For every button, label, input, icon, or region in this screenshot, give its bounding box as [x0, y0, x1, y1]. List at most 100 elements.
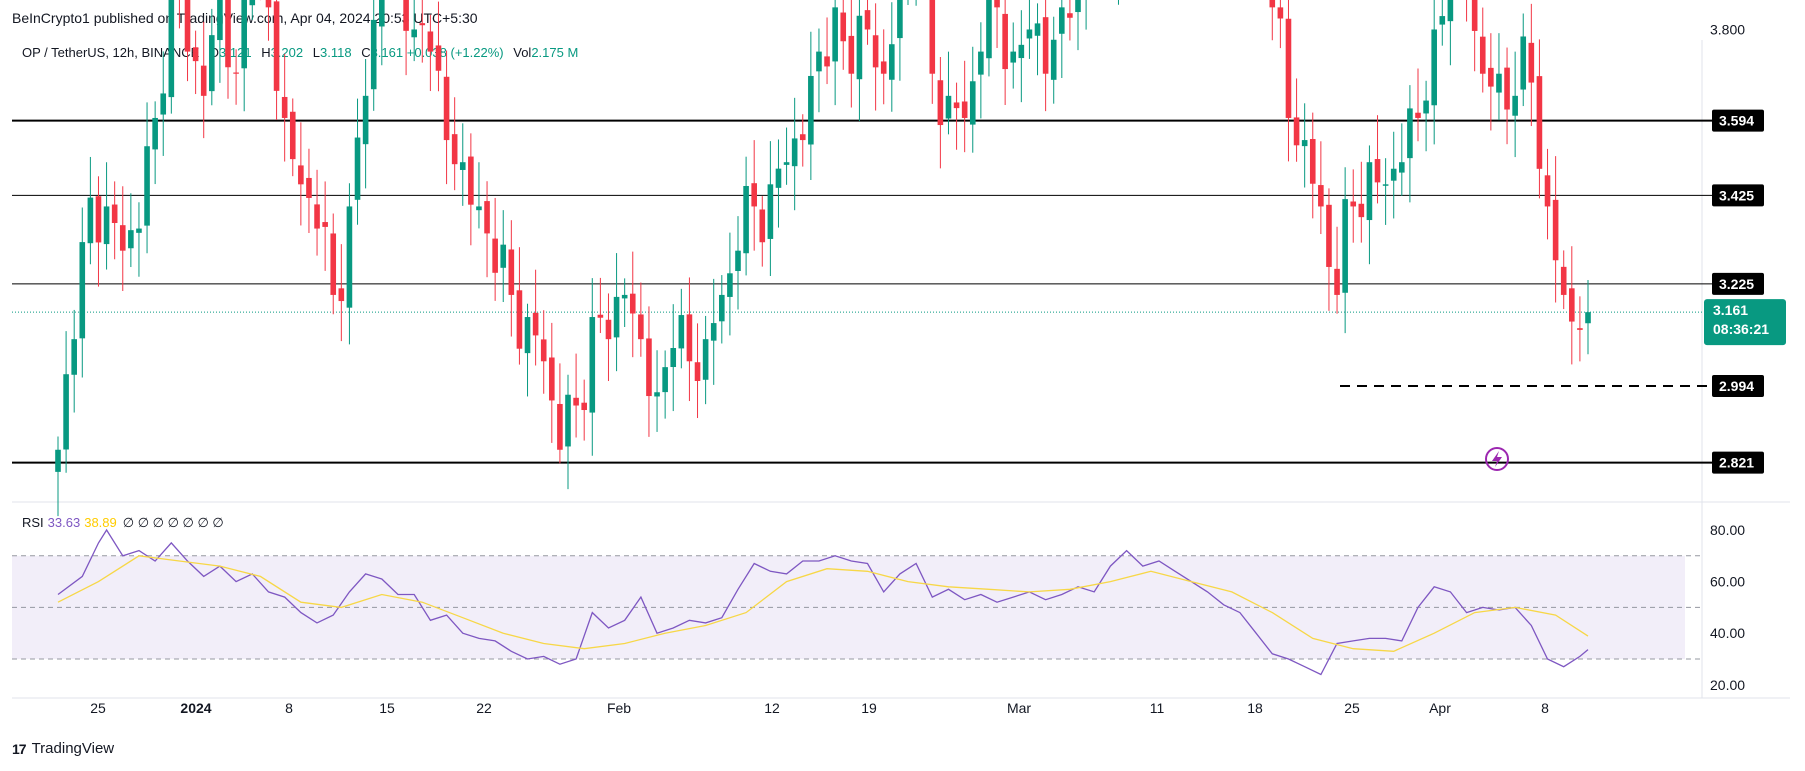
tradingview-brand: TradingView	[31, 740, 115, 757]
candle-body	[856, 15, 863, 80]
candle-body	[880, 61, 887, 74]
low-label: L	[312, 45, 320, 60]
candle-body	[1528, 42, 1535, 83]
level-price-label: 3.425	[1719, 187, 1754, 203]
date-tick-label: 8	[285, 700, 293, 716]
candle-body	[1382, 184, 1389, 186]
candle-body	[994, 0, 1000, 8]
date-tick-label: 22	[476, 700, 492, 716]
candle-body	[743, 185, 749, 254]
candle-body	[864, 10, 871, 30]
candle-body	[662, 367, 668, 393]
candle-body	[524, 317, 531, 354]
candle-body	[1399, 162, 1405, 173]
candle-body	[629, 293, 636, 314]
current-price-label: 3.161	[1713, 302, 1748, 318]
candle-body	[1479, 36, 1486, 74]
level-price-tag	[1712, 451, 1764, 474]
tradingview-footer: 17 TradingView	[12, 740, 114, 757]
level-price-tag	[1712, 375, 1764, 398]
volume-label: Vol	[513, 45, 532, 60]
candle-body	[613, 296, 620, 338]
candle-body	[1293, 117, 1300, 146]
bolt-icon-ring	[1485, 447, 1509, 471]
candle-body	[719, 294, 725, 322]
rsi-label[interactable]: RSI	[22, 515, 44, 530]
candle-body	[565, 394, 571, 447]
candle-body	[71, 339, 77, 375]
date-tick-label: 8	[1541, 700, 1549, 716]
date-tick-label: Apr	[1429, 700, 1451, 716]
level-price-tag	[1712, 272, 1764, 295]
candle-body	[597, 314, 604, 318]
current-price-tag	[1704, 299, 1786, 346]
candle-body	[929, 0, 936, 74]
candle-body	[338, 288, 345, 302]
candle-body	[1342, 199, 1348, 293]
high-label: H	[261, 45, 271, 60]
candle-body	[298, 165, 304, 185]
candle-body	[1034, 23, 1041, 36]
candle-body	[832, 7, 838, 62]
rsi-tick-label: 60.00	[1710, 574, 1745, 590]
symbol-label[interactable]: OP / TetherUS, 12h, BINANCE	[22, 45, 200, 60]
candle-body	[362, 95, 369, 145]
candle-body	[241, 0, 247, 69]
candle-body	[621, 294, 628, 299]
level-price-tag	[1712, 184, 1764, 207]
candle-body	[1577, 328, 1583, 330]
date-tick-label: 25	[90, 700, 106, 716]
candle-body	[848, 35, 855, 74]
candle-body	[346, 206, 353, 308]
candle-body	[702, 339, 709, 380]
candle-body	[654, 392, 660, 397]
candle-body	[945, 95, 952, 119]
candle-body	[986, 0, 992, 59]
candle-body	[1520, 36, 1527, 90]
candle-body	[209, 35, 215, 92]
candle-body	[557, 403, 563, 450]
candle-body	[646, 338, 652, 397]
candle-body	[1350, 201, 1357, 207]
candle-body	[1569, 288, 1575, 322]
grid-layer	[12, 40, 1790, 699]
candle-body	[1431, 29, 1437, 106]
candle-body	[686, 314, 693, 362]
candle-body	[379, 0, 385, 27]
tradingview-logo-icon: 17	[12, 740, 27, 757]
candle-body	[192, 47, 199, 62]
candle-body	[1552, 199, 1559, 261]
candle-body	[144, 146, 150, 226]
candle-body	[427, 31, 434, 52]
countdown-label: 08:36:21	[1713, 321, 1769, 337]
candle-body	[1504, 67, 1510, 110]
candle-body	[710, 323, 717, 341]
candle-body	[1447, 0, 1454, 22]
candle-body	[322, 222, 328, 227]
candle-body	[103, 206, 110, 245]
candle-body	[468, 156, 474, 205]
candle-body	[411, 29, 417, 38]
level-price-label: 3.594	[1719, 113, 1754, 129]
bolt-icon	[1485, 447, 1509, 471]
candle-body	[1585, 312, 1591, 324]
candle-body	[1423, 100, 1429, 114]
candle-body	[961, 101, 968, 118]
candle-body	[419, 23, 426, 26]
rsi-tick-label: 40.00	[1710, 625, 1745, 641]
date-tick-label: 25	[1344, 700, 1360, 716]
candle-body	[978, 51, 984, 75]
candle-body	[55, 449, 61, 472]
candle-body	[1059, 7, 1065, 34]
candle-body	[1326, 204, 1332, 267]
level-price-label: 2.821	[1719, 455, 1754, 471]
rsi-legend: RSI 33.63 38.89 ∅ ∅ ∅ ∅ ∅ ∅ ∅	[22, 515, 224, 531]
candle-body	[273, 1, 280, 91]
candle-body	[759, 209, 766, 243]
candle-body	[1415, 112, 1421, 118]
candle-body	[897, 0, 903, 39]
level-price-tag	[1712, 109, 1764, 132]
level-price-label: 3.225	[1719, 276, 1754, 292]
candle-body	[889, 44, 895, 80]
